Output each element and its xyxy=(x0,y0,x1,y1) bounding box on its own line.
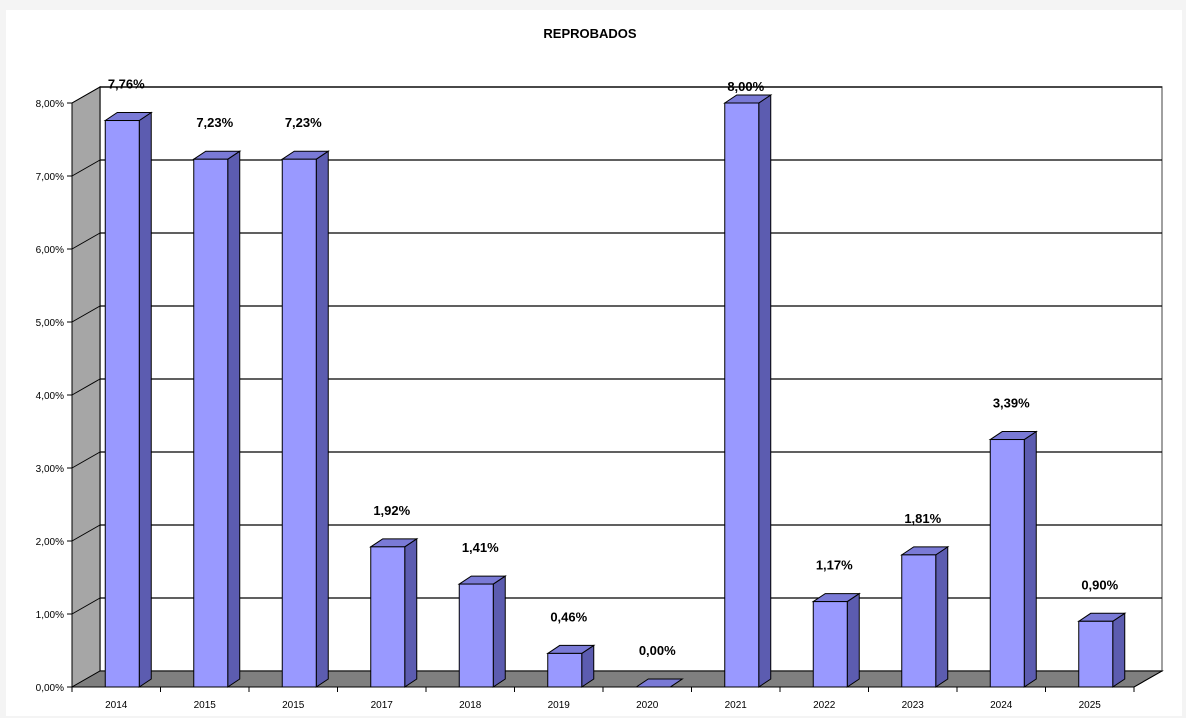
bar-front xyxy=(193,158,229,688)
bar-front xyxy=(370,546,406,688)
bar xyxy=(723,94,773,688)
bar xyxy=(103,111,153,688)
bar-side xyxy=(935,545,949,688)
bar xyxy=(988,430,1038,688)
x-tick-label: 2018 xyxy=(459,700,482,711)
data-label: 0,00% xyxy=(639,643,676,658)
bar xyxy=(900,545,950,688)
y-tick-label: 7,00% xyxy=(36,172,64,183)
bar-side xyxy=(846,592,860,688)
bar-side xyxy=(227,150,241,688)
bar-front xyxy=(901,554,937,688)
bar xyxy=(1077,612,1127,688)
data-label: 7,76% xyxy=(108,77,145,92)
y-tick-label: 6,00% xyxy=(36,245,64,256)
data-label: 1,92% xyxy=(373,503,410,518)
bar xyxy=(634,678,684,688)
bar-front xyxy=(989,439,1025,688)
gridline-side xyxy=(71,597,101,615)
data-label: 7,23% xyxy=(196,115,233,130)
x-tick-label: 2015 xyxy=(194,700,217,711)
y-tick-label: 1,00% xyxy=(36,610,64,621)
bar-side xyxy=(758,94,772,688)
data-label: 0,46% xyxy=(550,609,587,624)
gridline-side xyxy=(71,86,101,104)
x-tick-label: 2017 xyxy=(371,700,394,711)
y-tick-label: 2,00% xyxy=(36,537,64,548)
y-tick-label: 5,00% xyxy=(36,318,64,329)
bar xyxy=(280,150,330,688)
bar xyxy=(192,150,242,688)
x-tick-label: 2024 xyxy=(990,700,1013,711)
bars xyxy=(103,94,1127,688)
bar-top xyxy=(634,678,684,688)
gridline-side xyxy=(71,378,101,396)
bar-side xyxy=(404,537,418,688)
data-label: 1,17% xyxy=(816,558,853,573)
x-tick-label: 2023 xyxy=(902,700,925,711)
bar-side xyxy=(138,111,152,688)
data-label: 0,90% xyxy=(1081,577,1118,592)
x-tick-label: 2020 xyxy=(636,700,659,711)
x-tick-label: 2015 xyxy=(282,700,305,711)
gridline-side xyxy=(71,232,101,250)
gridline-side xyxy=(71,305,101,323)
data-labels: 7,76% 7,23% 7,23% 1,92% 1,41% 0,46% 0,00% 8,00%… xyxy=(108,77,1119,658)
bar xyxy=(811,592,861,688)
bar xyxy=(457,575,507,688)
data-label: 1,81% xyxy=(904,511,941,526)
chart-frame: REPROBADOS 0,00% 1,00% 2,00% 3,00% 4,00% 5,00… xyxy=(6,10,1182,716)
x-tick-label: 2014 xyxy=(105,700,128,711)
bar-side xyxy=(1023,430,1037,688)
data-label: 3,39% xyxy=(993,396,1030,411)
x-tick-label: 2022 xyxy=(813,700,836,711)
bar xyxy=(369,537,419,688)
bar-front xyxy=(104,120,140,688)
bar-front xyxy=(812,601,848,688)
bar-front xyxy=(281,158,317,688)
y-tick-label: 4,00% xyxy=(36,391,64,402)
bar-side xyxy=(315,150,329,688)
y-tick-label: 3,00% xyxy=(36,464,64,475)
data-label: 1,41% xyxy=(462,540,499,555)
x-tick-label: 2019 xyxy=(548,700,571,711)
gridlines xyxy=(71,86,1162,615)
bar-side xyxy=(1112,612,1126,688)
gridline-side xyxy=(71,524,101,542)
y-tick-label: 0,00% xyxy=(36,683,64,694)
bar-front xyxy=(724,102,760,688)
x-axis: 2014 2015 2015 2017 2018 2019 2020 2021 2022 2023… xyxy=(71,670,1163,711)
x-tick-label: 2021 xyxy=(725,700,748,711)
data-label: 8,00% xyxy=(727,79,764,94)
gridline-side xyxy=(71,159,101,177)
bar-front xyxy=(458,583,494,688)
bar-front xyxy=(1078,620,1114,688)
x-axis-end xyxy=(1133,670,1163,688)
data-label: 7,23% xyxy=(285,115,322,130)
y-tick-label: 8,00% xyxy=(36,99,64,110)
gridline-side xyxy=(71,451,101,469)
bar-front xyxy=(547,652,583,688)
bar xyxy=(546,644,596,688)
y-axis: 0,00% 1,00% 2,00% 3,00% 4,00% 5,00% 6,00% 7,00%… xyxy=(36,99,73,694)
x-tick-label: 2025 xyxy=(1079,700,1102,711)
bar-chart: REPROBADOS 0,00% 1,00% 2,00% 3,00% 4,00% 5,00… xyxy=(36,26,1164,711)
bar-side xyxy=(492,575,506,688)
chart-title: REPROBADOS xyxy=(543,26,637,41)
